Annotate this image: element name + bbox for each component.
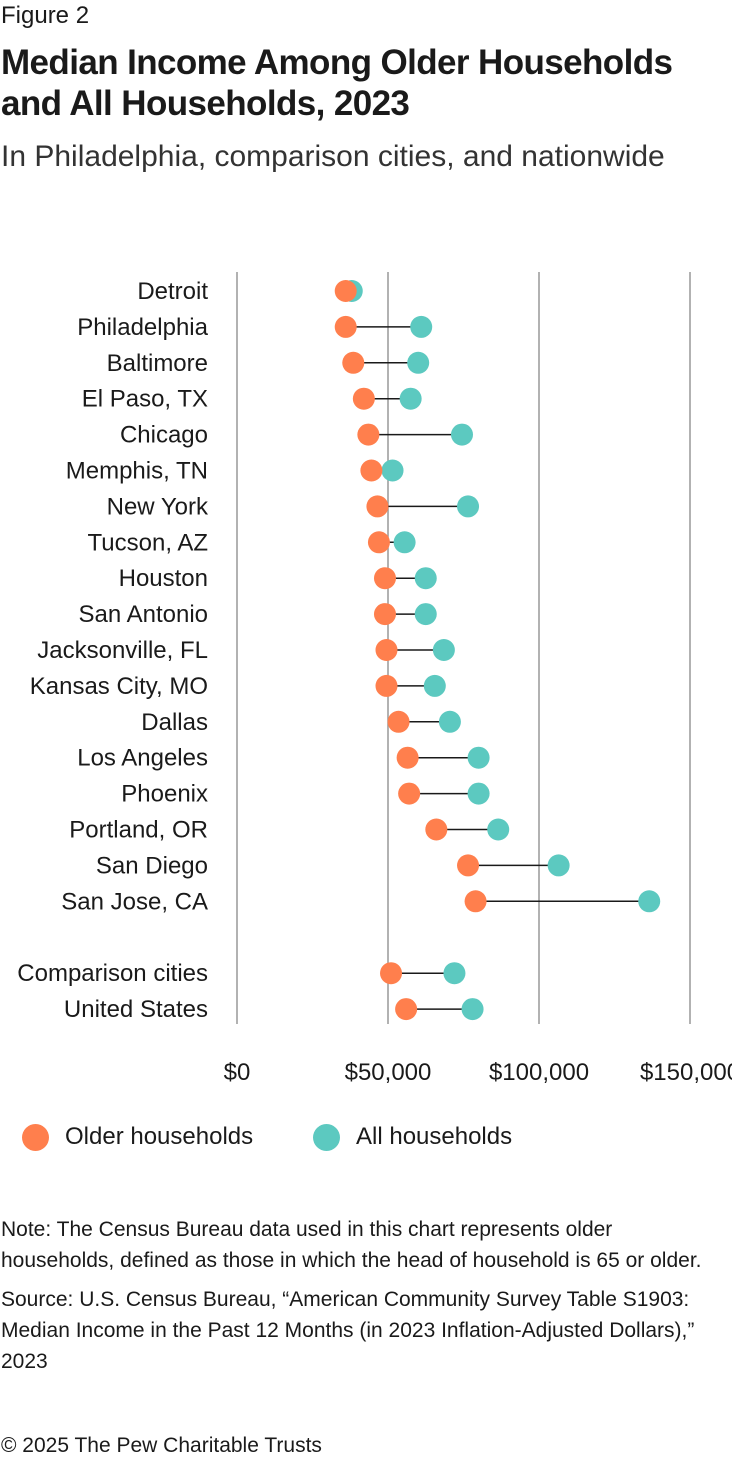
- all-households-point: [443, 962, 466, 985]
- older-households-point: [464, 890, 487, 913]
- all-households-point: [381, 459, 404, 482]
- older-households-point: [396, 746, 419, 769]
- all-households-point: [467, 782, 490, 805]
- notes: Note: The Census Bureau data used in thi…: [1, 1214, 729, 1385]
- category-label: United States: [64, 996, 208, 1023]
- all-households-point: [423, 674, 446, 697]
- older-households-point: [375, 674, 398, 697]
- all-households-point: [457, 495, 480, 518]
- category-label: Chicago: [120, 422, 208, 449]
- note-text: Note: The Census Bureau data used in thi…: [1, 1218, 702, 1272]
- older-households-point: [334, 280, 357, 302]
- legend-item-all: All households: [313, 1123, 512, 1151]
- legend-item-older: Older households: [22, 1123, 253, 1151]
- category-label: Baltimore: [107, 350, 208, 377]
- older-households-point: [352, 387, 375, 410]
- category-label: Tucson, AZ: [88, 529, 209, 556]
- category-label: Memphis, TN: [66, 458, 208, 485]
- all-households-point: [399, 387, 422, 410]
- all-households-point: [414, 567, 437, 590]
- older-households-point: [360, 459, 383, 482]
- category-label: Portland, OR: [69, 817, 208, 844]
- all-households-point: [487, 818, 510, 841]
- older-households-point: [357, 423, 380, 446]
- all-households-point: [450, 423, 473, 446]
- x-tick-label: $50,000: [345, 1059, 432, 1086]
- category-label: San Antonio: [79, 601, 208, 628]
- category-label: Los Angeles: [77, 745, 208, 772]
- dumbbell-chart: $0 $50,000 $100,000 $150,000 Detroit Philadel…: [17, 272, 732, 1086]
- legend-swatch-older: [22, 1123, 49, 1151]
- category-label: San Diego: [96, 852, 208, 879]
- x-tick-label: $100,000: [489, 1059, 589, 1086]
- x-tick-label: $150,000: [640, 1059, 732, 1086]
- older-households-point: [387, 710, 410, 733]
- older-households-point: [373, 603, 396, 626]
- legend-label-older: Older households: [65, 1123, 254, 1150]
- legend-label-all: All households: [356, 1123, 513, 1150]
- x-tick-label: $0: [224, 1059, 251, 1086]
- category-label: Houston: [119, 565, 208, 592]
- older-households-point: [425, 818, 448, 841]
- chart-title: Median Income Among Older Households and…: [1, 43, 673, 123]
- all-households-point: [467, 746, 490, 769]
- category-label: Phoenix: [121, 781, 208, 808]
- category-label: Jacksonville, FL: [37, 637, 208, 664]
- category-label: Dallas: [141, 709, 208, 736]
- older-households-point: [334, 315, 357, 338]
- category-label: Comparison cities: [17, 960, 208, 987]
- older-households-point: [375, 639, 398, 661]
- category-label: Detroit: [137, 278, 208, 305]
- older-households-point: [373, 567, 396, 590]
- all-households-point: [638, 890, 661, 913]
- category-label: El Paso, TX: [82, 386, 208, 413]
- copyright: © 2025 The Pew Charitable Trusts: [1, 1434, 322, 1457]
- chart-subtitle: In Philadelphia, comparison cities, and …: [1, 140, 665, 173]
- older-households-point: [398, 782, 421, 805]
- older-households-point: [367, 531, 390, 554]
- all-households-point: [393, 531, 416, 554]
- older-households-point: [395, 998, 418, 1021]
- all-households-point: [547, 854, 570, 877]
- category-label: Kansas City, MO: [30, 673, 208, 700]
- category-label: Philadelphia: [77, 314, 208, 341]
- all-households-point: [407, 351, 430, 374]
- older-households-point: [366, 495, 389, 518]
- older-households-point: [380, 962, 403, 985]
- all-households-point: [414, 603, 437, 626]
- all-households-point: [461, 998, 484, 1021]
- category-label: San Jose, CA: [61, 888, 208, 915]
- category-label: New York: [107, 493, 209, 520]
- figure-label: Figure 2: [1, 2, 90, 29]
- all-households-point: [432, 639, 455, 661]
- legend-swatch-all: [313, 1123, 340, 1151]
- source-text: Source: U.S. Census Bureau, “American Co…: [1, 1288, 695, 1373]
- older-households-point: [457, 854, 480, 877]
- older-households-point: [342, 351, 365, 374]
- all-households-point: [410, 315, 433, 338]
- all-households-point: [438, 710, 461, 733]
